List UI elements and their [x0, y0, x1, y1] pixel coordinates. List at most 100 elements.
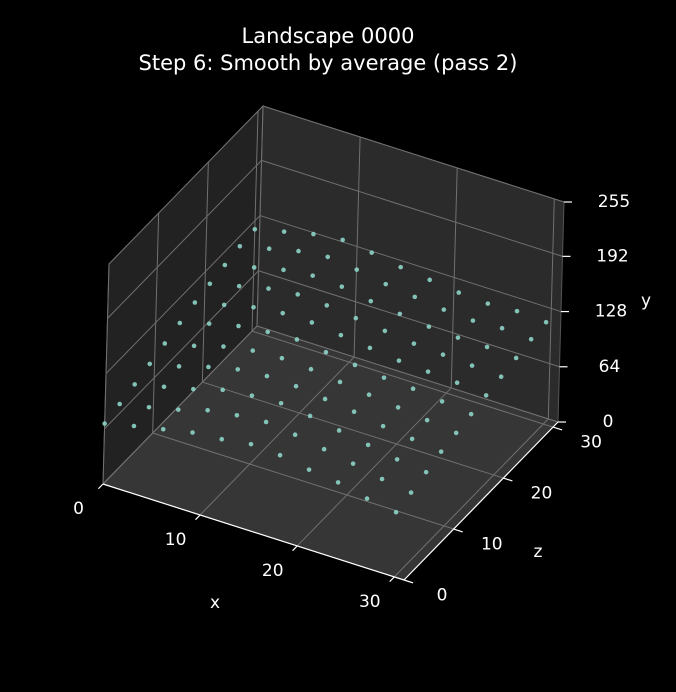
point	[336, 428, 342, 433]
point	[426, 324, 432, 329]
grid-line	[258, 270, 560, 368]
y-axis-label: y	[641, 291, 651, 311]
grid-line	[199, 356, 355, 516]
point	[424, 417, 430, 423]
tick-mark	[195, 514, 201, 521]
point	[278, 400, 284, 406]
point	[427, 277, 433, 283]
point	[236, 283, 242, 289]
y-tick-label: 0	[603, 412, 614, 432]
point	[306, 467, 312, 472]
point	[293, 383, 299, 389]
z-tick-label: 10	[481, 535, 503, 555]
point	[453, 430, 459, 436]
point	[381, 375, 387, 380]
point	[102, 421, 107, 426]
point	[311, 231, 316, 237]
point	[397, 311, 403, 317]
point	[325, 254, 331, 260]
point	[221, 344, 226, 349]
grid-line	[261, 159, 563, 257]
point	[310, 273, 316, 278]
point	[340, 237, 345, 243]
point	[409, 436, 415, 442]
point	[364, 496, 370, 501]
point	[249, 393, 255, 398]
point	[207, 281, 213, 287]
chart-title: Landscape 0000	[242, 24, 415, 48]
point	[234, 412, 240, 418]
grid-line	[251, 330, 554, 428]
grid-line	[102, 263, 110, 485]
tick-mark	[503, 477, 513, 482]
point	[266, 286, 271, 291]
point	[237, 244, 243, 249]
grid-line	[262, 105, 565, 203]
point	[324, 303, 330, 308]
point	[351, 409, 357, 415]
point	[281, 229, 287, 234]
point	[191, 343, 197, 349]
y-tick-label: 64	[599, 357, 621, 377]
point	[485, 301, 491, 306]
point	[322, 396, 328, 402]
point	[309, 320, 315, 325]
point	[368, 298, 374, 304]
point	[250, 348, 256, 353]
y-tick-label: 192	[596, 246, 628, 266]
point	[205, 408, 210, 413]
point	[438, 449, 444, 454]
point	[176, 364, 182, 369]
point	[146, 404, 152, 410]
point	[484, 344, 490, 350]
point	[412, 294, 418, 300]
point	[394, 457, 400, 462]
point	[132, 382, 137, 387]
point	[206, 364, 211, 370]
point	[279, 355, 285, 361]
tick-mark	[97, 483, 104, 490]
z-tick-label: 0	[437, 586, 448, 606]
x-axis-line	[102, 483, 405, 581]
z-axis-label: z	[534, 542, 543, 562]
point	[396, 358, 402, 363]
point	[353, 315, 359, 321]
point	[296, 248, 301, 254]
point	[514, 308, 520, 314]
point	[379, 476, 385, 482]
point	[281, 267, 286, 273]
point	[190, 430, 195, 435]
point	[280, 310, 286, 316]
point	[117, 401, 122, 407]
chart-subtitle: Step 6: Smooth by average (pass 2)	[139, 51, 518, 75]
point	[251, 305, 256, 310]
grid-line	[107, 160, 262, 319]
point	[499, 325, 505, 331]
tick-mark	[403, 579, 414, 584]
z-axis-line	[403, 421, 559, 581]
point	[469, 363, 475, 368]
x-tick-label: 30	[359, 592, 381, 612]
grid-line	[296, 387, 452, 547]
z-tick-label: 20	[531, 484, 553, 504]
grid-line	[152, 432, 454, 530]
y-tick-label: 128	[595, 302, 627, 322]
tick-mark	[453, 528, 463, 533]
point	[308, 366, 314, 372]
point	[147, 361, 153, 367]
point	[161, 384, 167, 390]
point	[441, 307, 447, 312]
tick-mark	[552, 426, 563, 431]
point	[206, 321, 212, 326]
point	[369, 250, 375, 255]
point	[160, 426, 166, 432]
x-tick-label: 0	[73, 499, 84, 519]
point	[192, 300, 198, 305]
grid-line	[202, 381, 504, 479]
point	[456, 290, 462, 295]
point	[455, 335, 461, 340]
point	[236, 323, 241, 329]
point	[335, 480, 341, 485]
point	[398, 264, 403, 270]
